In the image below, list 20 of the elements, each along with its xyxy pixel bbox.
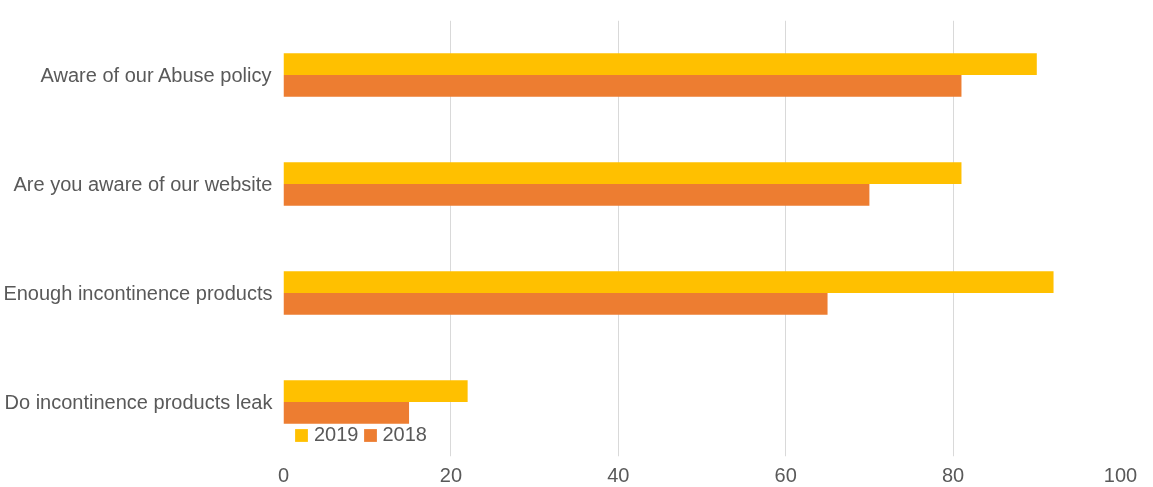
legend-label: 2018 bbox=[382, 423, 427, 446]
y-tick-label: Do incontinence products leak bbox=[4, 391, 274, 413]
bar bbox=[283, 271, 1054, 293]
y-tick-label: Aware of our Abuse policy bbox=[40, 64, 272, 86]
x-tick-label: 60 bbox=[774, 463, 797, 486]
bar bbox=[283, 162, 962, 184]
bar bbox=[283, 75, 962, 97]
bar bbox=[283, 293, 828, 315]
legend-label: 2019 bbox=[314, 423, 359, 446]
x-tick-label: 80 bbox=[941, 463, 965, 486]
bar bbox=[283, 380, 468, 402]
x-tick-label: 100 bbox=[1103, 463, 1138, 486]
x-tick-label: 0 bbox=[277, 463, 290, 486]
y-tick-label: Are you aware of our website bbox=[13, 173, 273, 195]
x-tick-label: 40 bbox=[607, 463, 630, 486]
y-tick-label: Enough incontinence products bbox=[3, 282, 273, 304]
bar bbox=[283, 402, 410, 424]
bar bbox=[283, 184, 870, 206]
bar bbox=[283, 53, 1037, 75]
x-tick-label: 20 bbox=[439, 463, 463, 486]
